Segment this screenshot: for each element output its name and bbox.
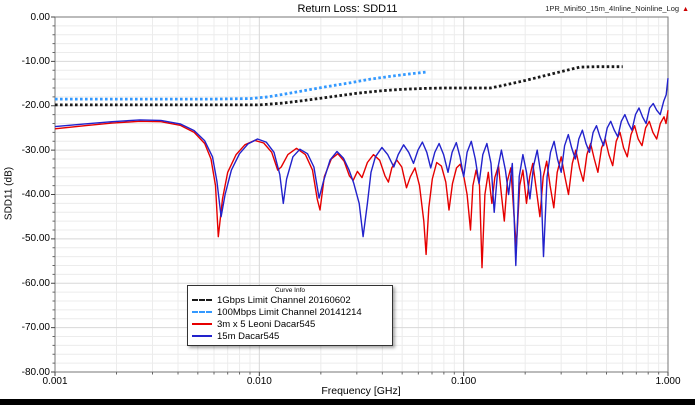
legend-entry-label: 100Mbps Limit Channel 20141214 [217,306,362,318]
y-tick-label: -30.00 [21,144,50,156]
bottom-border-bar [0,399,695,405]
legend-entry: 100Mbps Limit Channel 20141214 [192,306,388,318]
legend-marker-dashed [192,311,212,313]
series-curve [54,78,669,267]
y-tick-label: 0.00 [30,11,50,23]
legend-entry: 3m x 5 Leoni Dacar545 [192,318,388,330]
legend-title: Curve Info [275,287,305,294]
legend-entry-label: 1Gbps Limit Channel 20160602 [217,294,351,306]
x-axis-title: Frequency [GHz] [321,385,401,397]
legend-entry-label: 3m x 5 Leoni Dacar545 [217,318,316,330]
y-tick-label: -60.00 [21,277,50,289]
series-curve [55,65,623,107]
x-tick-label: 0.010 [246,376,272,387]
y-tick-label: -70.00 [21,322,50,334]
legend-marker-dashed [192,299,212,301]
series-curve [54,110,669,269]
legend-entry-label: 15m Dacar545 [217,330,280,342]
chart-title: Return Loss: SDD11 [297,3,398,15]
x-tick-label: 0.100 [451,376,477,387]
x-tick-label: 1.000 [655,376,681,387]
dataset-annotation: 1PR_Mini50_15m_4Inline_Noinline_Log ▲ [545,4,689,13]
y-tick-label: -50.00 [21,233,50,245]
dataset-annotation-text: 1PR_Mini50_15m_4Inline_Noinline_Log [545,4,680,13]
y-tick-label: -80.00 [21,366,50,378]
legend-marker-solid [192,323,212,325]
legend-rows: 1Gbps Limit Channel 20160602 100Mbps Limi… [192,294,388,342]
legend-box: Curve Info 1Gbps Limit Channel 20160602 1… [187,285,393,346]
series-curve [55,70,427,101]
x-tick-label: 0.001 [42,376,68,387]
y-tick-label: -10.00 [21,55,50,67]
legend-marker-solid [192,335,212,337]
y-tick-label: -20.00 [21,100,50,112]
red-triangle-icon: ▲ [682,6,689,13]
legend-entry: 1Gbps Limit Channel 20160602 [192,294,388,306]
y-tick-label: -40.00 [21,189,50,200]
legend-entry: 15m Dacar545 [192,330,388,342]
